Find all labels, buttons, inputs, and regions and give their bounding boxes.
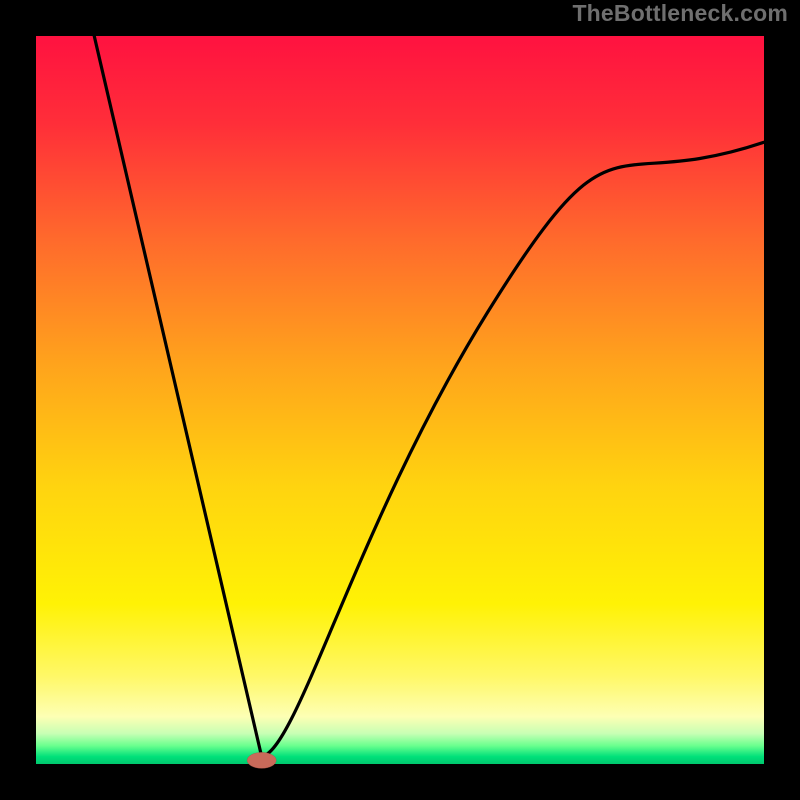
chart-svg <box>0 0 800 800</box>
vertex-marker <box>247 752 276 768</box>
plot-gradient <box>36 36 764 764</box>
chart-frame: TheBottleneck.com <box>0 0 800 800</box>
watermark-text: TheBottleneck.com <box>572 0 788 27</box>
